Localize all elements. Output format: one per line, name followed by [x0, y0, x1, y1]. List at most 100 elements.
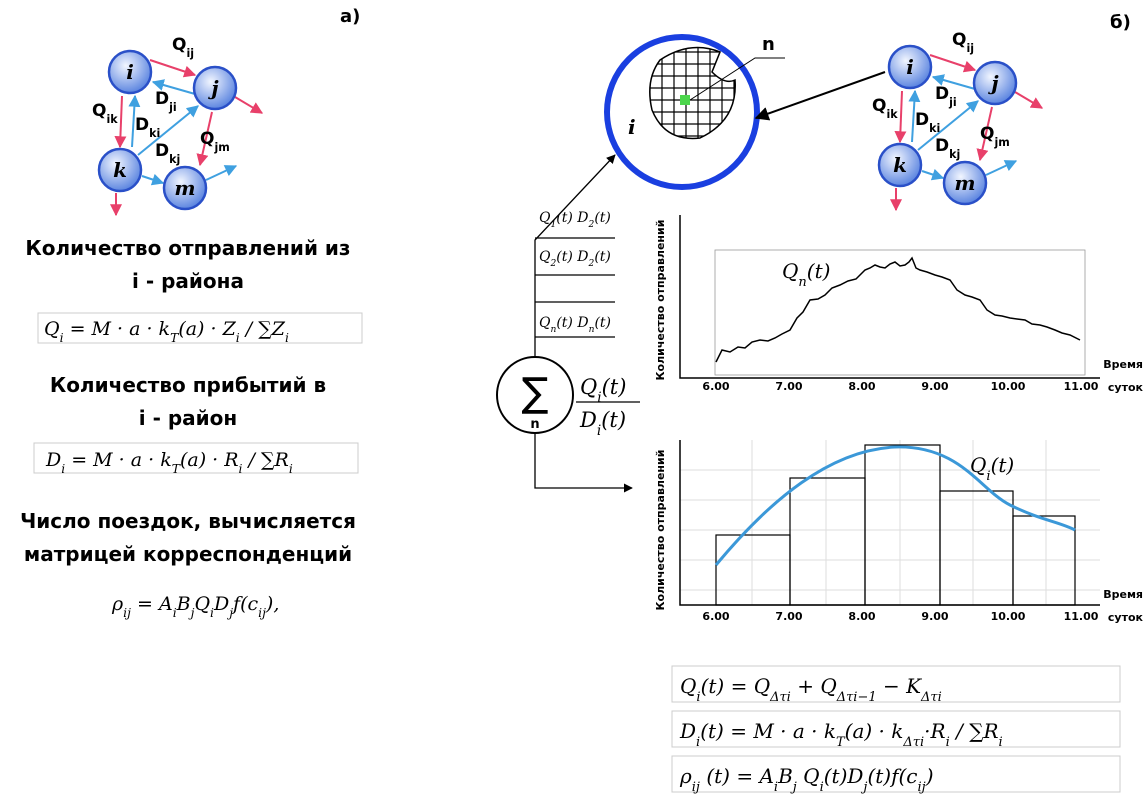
text-piece: Q [539, 315, 551, 331]
text-piece: D [935, 136, 949, 156]
text-piece: ij [692, 780, 700, 795]
text-piece: (t) D [556, 315, 588, 331]
node-label: m [174, 176, 195, 200]
heading: Число поездок, вычисляется [20, 509, 356, 533]
text-piece: (t) [601, 408, 626, 432]
text-piece: / ∑R [243, 449, 289, 471]
formula: ρij (t) = AiBj Qi(t)Dj(t)f(cij) [679, 764, 934, 795]
x-tick-label: 10.00 [991, 610, 1026, 623]
text-piece: Δτi [920, 690, 942, 705]
edge-label: Qij [952, 30, 974, 55]
text-piece: (t) = A [700, 764, 774, 788]
x-tick-label: 10.00 [991, 380, 1026, 393]
text-piece: ij [918, 780, 926, 795]
text-piece: D [155, 89, 169, 109]
text-piece: Q [980, 124, 994, 144]
axes [680, 215, 1100, 378]
text-piece: ) [925, 764, 934, 788]
text-piece: D [135, 115, 149, 135]
text-piece: ki [149, 127, 160, 140]
x-axis-unit: суток [1108, 381, 1144, 394]
panel-label: б) [1110, 12, 1131, 33]
text-piece: ij [123, 606, 131, 620]
edge-arrow [142, 176, 163, 183]
zone-label: i [628, 115, 636, 139]
text-piece: ·R [924, 719, 945, 743]
heading: Количество прибытий в [50, 373, 326, 397]
text-piece: = M · a · k [65, 449, 172, 471]
heading: матрицей корреспонденций [24, 542, 352, 566]
node-label: k [893, 153, 907, 177]
text-piece: ρ [111, 593, 124, 615]
x-tick-label: 6.00 [702, 380, 729, 393]
edge-label: Qjm [200, 129, 230, 154]
edge-arrow [206, 166, 236, 180]
edge-arrow [235, 97, 262, 113]
x-tick-label: 7.00 [775, 610, 802, 623]
text-piece: ), [265, 593, 279, 615]
text-piece: Q [580, 375, 597, 399]
text-piece: (a) · k [845, 719, 904, 743]
text-piece: (t) = M · a · k [700, 719, 836, 743]
text-piece: Q [44, 318, 60, 340]
text-piece: ρ [679, 764, 692, 788]
edge-label: Qik [872, 96, 898, 121]
edge-label: Dki [135, 115, 160, 140]
text-piece: jm [993, 136, 1009, 149]
x-tick-label: 9.00 [921, 380, 948, 393]
formula: Qi(t) = QΔτi + QΔτi−1 − KΔτi [680, 674, 942, 705]
x-axis-label: Время [1103, 358, 1143, 371]
text-piece: D [935, 84, 949, 104]
text-piece: (t) [594, 210, 611, 226]
arrow [756, 72, 885, 118]
series-label: Qn(t) [782, 259, 830, 290]
text-piece: (t) = Q [701, 674, 771, 698]
text-piece: = M · a · k [64, 318, 171, 340]
node-label: i [906, 55, 914, 79]
text-piece: − K [877, 674, 922, 698]
cell-label: n [762, 34, 775, 55]
text-piece: Δτi [902, 735, 924, 750]
edge-label: Dkj [935, 136, 960, 161]
node-label: m [954, 171, 975, 195]
x-tick-label: 6.00 [702, 610, 729, 623]
text-piece: i [999, 735, 1003, 750]
node-label: k [113, 158, 127, 182]
flow-label: Qn(t) Dn(t) [539, 315, 611, 335]
panel-label: а) [340, 6, 360, 27]
text-piece: B [176, 593, 191, 615]
figure: а) б) n i ijkmQijDjiQikDkiDkjQjmijkmQ [0, 0, 1146, 796]
flow-label: Q2(t) D2(t) [539, 249, 611, 269]
edge-label: Dkj [155, 141, 180, 166]
text-piece: ji [168, 101, 177, 114]
text-piece: (t) [807, 259, 831, 283]
x-tick-label: 7.00 [775, 380, 802, 393]
text-piece: Q [172, 35, 186, 55]
x-axis-label: Время [1103, 588, 1143, 601]
text-piece: Q [782, 259, 798, 283]
text-piece: (t) [594, 249, 611, 265]
x-axis-unit: суток [1108, 611, 1144, 624]
text-piece: ij [966, 42, 974, 55]
text-piece: f(c [231, 593, 258, 615]
formula: Di(t) = M · a · kT(a) · kΔτi·Ri / ∑Ri [679, 719, 1003, 750]
text-piece: Q [680, 674, 696, 698]
text-piece: (t) [991, 453, 1015, 477]
edge-arrow [922, 171, 943, 178]
text-piece: ji [948, 96, 957, 109]
text-piece: B [777, 764, 793, 788]
text-piece: (t) [602, 375, 627, 399]
fraction-denominator: Di(t) [579, 408, 626, 439]
heading: Количество отправлений из [25, 236, 350, 260]
text-piece: ij [186, 47, 194, 60]
edge-label: Dji [155, 89, 177, 114]
text-piece: Q [539, 210, 551, 226]
x-tick-label: 8.00 [848, 610, 875, 623]
text-piece: (t) D [556, 249, 588, 265]
x-tick-label: 11.00 [1064, 610, 1099, 623]
text-piece: (a) · Z [178, 318, 236, 340]
text-piece: n [798, 275, 806, 290]
edge-arrow [1015, 92, 1042, 108]
text-piece: kj [169, 153, 180, 166]
edge-arrow [150, 60, 195, 75]
